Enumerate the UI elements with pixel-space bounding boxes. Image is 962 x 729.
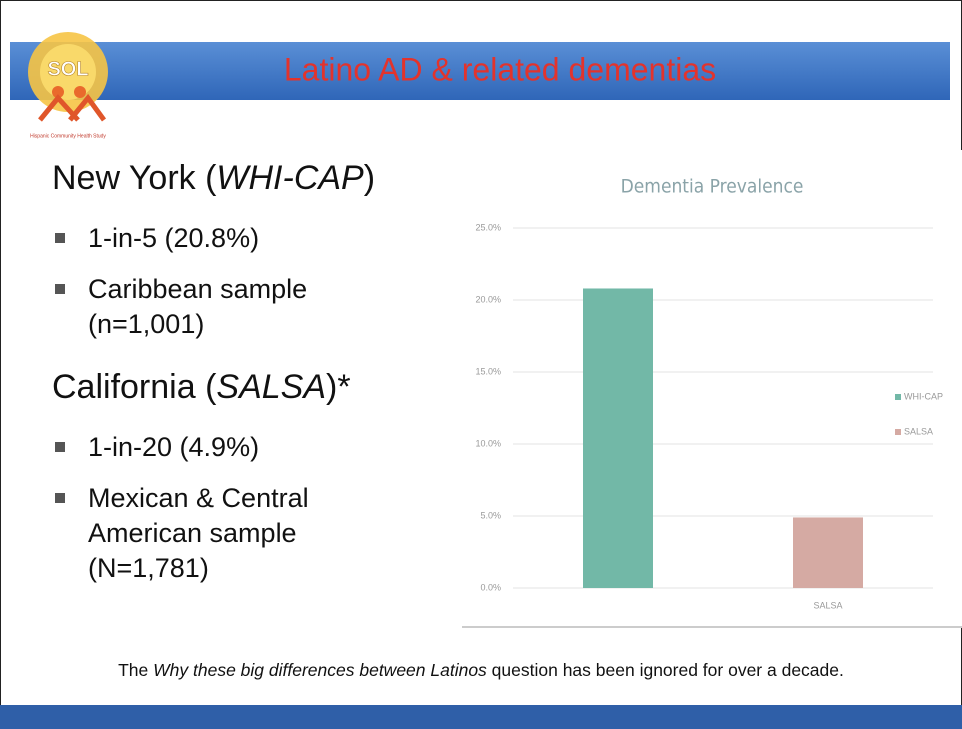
bar <box>583 288 653 588</box>
y-tick-label: 25.0% <box>475 222 501 232</box>
heading-part: SALSA <box>216 368 327 406</box>
legend-swatch <box>895 394 901 400</box>
heading-part: New York ( <box>52 159 217 197</box>
x-tick-label: SALSA <box>813 600 842 610</box>
heading-part: ) <box>363 159 376 197</box>
legend-label: SALSA <box>904 426 933 436</box>
section-heading: New York (WHI-CAP) <box>52 157 382 199</box>
legend-swatch <box>895 429 901 435</box>
bullet-item: Caribbean sample (n=1,001) <box>52 272 338 342</box>
footer-part: Why these big differences between Latino… <box>153 660 487 680</box>
footer-bar <box>0 705 962 729</box>
y-tick-label: 15.0% <box>475 366 501 376</box>
heading-part: )* <box>326 368 351 406</box>
text-column: New York (WHI-CAP) 1-in-5 (20.8%) Caribbea… <box>52 157 382 586</box>
chart: 0.0% 5.0% 10.0% 15.0% 20.0% 25.0% SALSA WHI-CAP… <box>475 222 943 610</box>
chart-title: Dementia Prevalence <box>621 176 804 198</box>
header-banner <box>10 42 950 100</box>
chart-area <box>462 150 962 628</box>
footer-part: The <box>118 660 154 680</box>
y-tick-label: 10.0% <box>475 438 501 448</box>
logo-text: SOL <box>47 58 88 80</box>
y-tick-label: 20.0% <box>475 294 501 304</box>
heading-part: California ( <box>52 368 217 406</box>
footer-part: question has been ignored for over a dec… <box>486 660 844 680</box>
y-tick-label: 0.0% <box>480 582 501 592</box>
legend-label: WHI-CAP <box>904 391 943 401</box>
y-tick-label: 5.0% <box>480 510 501 520</box>
slide-title: Latino AD & related dementias <box>284 51 716 87</box>
bullet-item: 1-in-20 (4.9%) <box>52 430 338 465</box>
heading-part: WHI-CAP <box>216 159 364 197</box>
bullet-item: Mexican & Central American sample (N=1,7… <box>52 481 338 586</box>
bar <box>793 517 863 588</box>
footer-text: The Why these big differences between La… <box>0 660 962 681</box>
bullet-item: 1-in-5 (20.8%) <box>52 221 338 256</box>
logo: SOL Hispanic Community Health Study <box>28 32 108 139</box>
logo-caption: Hispanic Community Health Study <box>30 133 106 139</box>
section-heading: California (SALSA)* <box>52 366 382 408</box>
